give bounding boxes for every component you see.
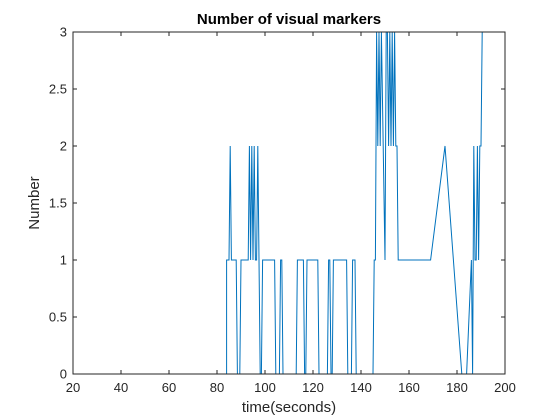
x-tick-label: 180	[446, 380, 468, 395]
y-tick-label: 3	[60, 25, 67, 40]
y-tick-label: 2	[60, 139, 67, 154]
x-tick-label: 60	[162, 380, 176, 395]
x-tick-label: 80	[210, 380, 224, 395]
y-axis-title: Number	[26, 176, 43, 229]
plot-area	[73, 32, 505, 374]
y-tick-label: 1.5	[49, 196, 67, 211]
y-tick-label: 0	[60, 367, 67, 382]
x-axis-title: time(seconds)	[242, 399, 336, 416]
x-tick-label: 40	[114, 380, 128, 395]
y-tick-label: 2.5	[49, 82, 67, 97]
x-tick-label: 20	[66, 380, 80, 395]
y-tick-label: 0.5	[49, 310, 67, 325]
chart-title: Number of visual markers	[197, 11, 381, 28]
x-tick-label: 100	[254, 380, 276, 395]
x-tick-label: 160	[398, 380, 420, 395]
y-tick-label: 1	[60, 253, 67, 268]
x-tick-label: 120	[302, 380, 324, 395]
x-tick-label: 200	[494, 380, 516, 395]
x-tick-label: 140	[350, 380, 372, 395]
